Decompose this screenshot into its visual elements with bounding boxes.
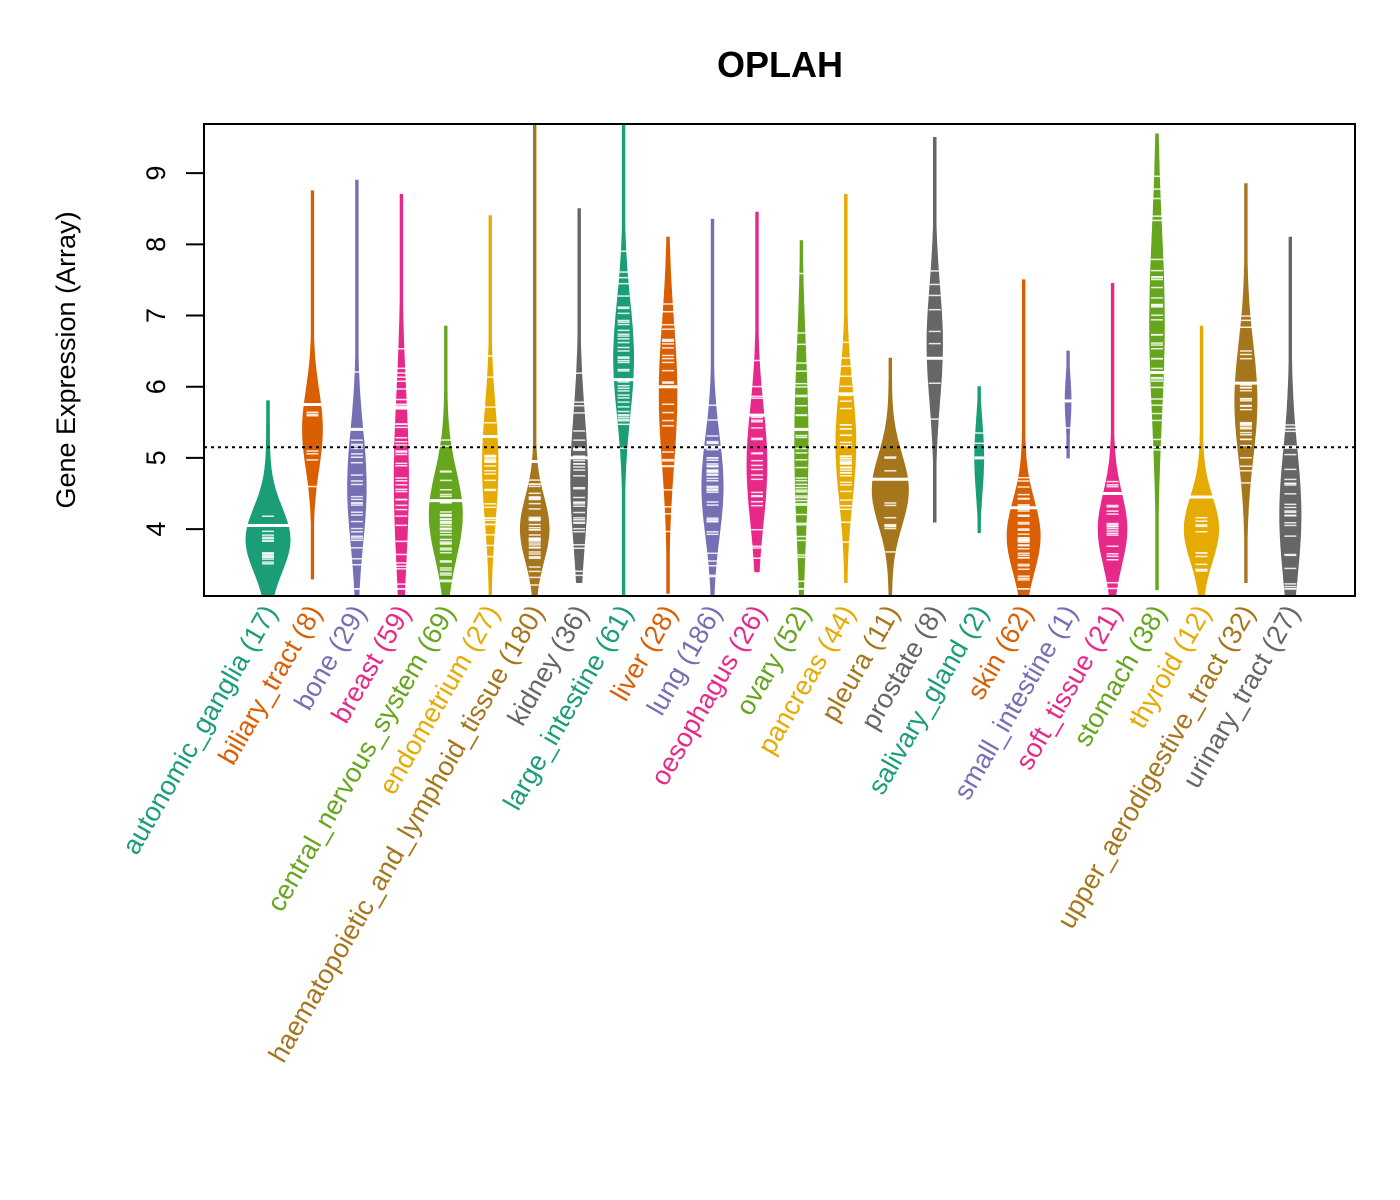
violin-small-intestine (1062, 350, 1075, 459)
violin-pleura (871, 357, 910, 597)
violin-autonomic-ganglia (244, 400, 292, 597)
violin-large-intestine (613, 123, 634, 597)
violin-endometrium (482, 215, 499, 597)
violin-thyroid (1183, 325, 1220, 597)
chart-title: OPLAH (717, 44, 843, 85)
violin-central-nervous-system (428, 325, 464, 597)
violin-salivary-gland (973, 386, 986, 534)
y-tick-label: 6 (141, 379, 171, 394)
violin-oesophagus (746, 211, 768, 573)
violin-pancreas (835, 194, 857, 583)
violin-liver (658, 236, 678, 594)
violin-ovary (794, 240, 809, 597)
y-tick-label: 9 (141, 166, 171, 181)
y-tick-label: 5 (141, 450, 171, 465)
violin-skin (1006, 279, 1041, 597)
y-tick-label: 8 (141, 237, 171, 252)
violin-soft-tissue (1097, 283, 1128, 597)
violin-haematopoietic-and-lymphoid-tissue (519, 123, 550, 597)
violin-upper-aerodigestive-tract (1234, 183, 1258, 583)
violins-group (244, 123, 1302, 597)
violin-prostate (926, 137, 943, 523)
y-axis: 4 5 6 7 8 9 (141, 166, 204, 537)
violin-kidney (570, 208, 588, 583)
x-axis-labels: autonomic_ganglia (17)biliary_tract (8)b… (116, 600, 1305, 1067)
y-tick-label: 7 (141, 308, 171, 323)
violin-biliary-tract (302, 190, 323, 580)
violin-breast (393, 194, 409, 597)
violin-stomach (1149, 133, 1165, 591)
violin-bone (347, 179, 367, 597)
violin-urinary-tract (1279, 236, 1302, 597)
y-axis-label: Gene Expression (Array) (51, 211, 81, 508)
violin-lung (701, 218, 724, 597)
y-tick-label: 4 (141, 522, 171, 537)
plot-frame (203, 123, 1356, 597)
